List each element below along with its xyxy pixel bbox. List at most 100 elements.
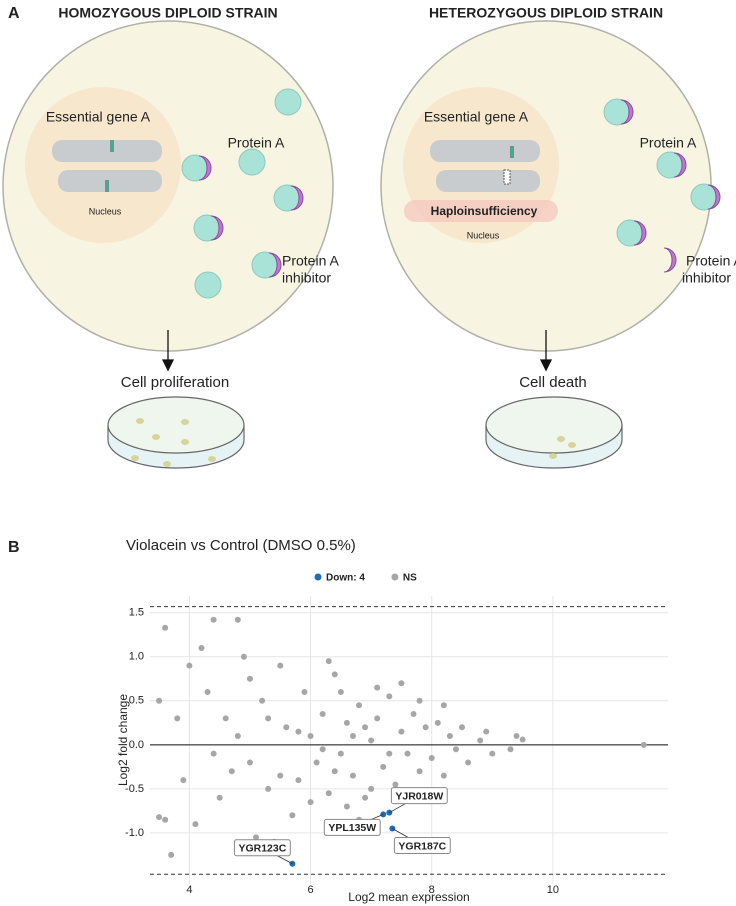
- nucleus: [25, 87, 181, 243]
- data-point: [343, 719, 350, 726]
- label-box: [233, 839, 291, 857]
- y-tick-label: 1.0: [129, 651, 144, 663]
- data-point: [380, 763, 387, 770]
- data-point: [246, 759, 253, 766]
- data-point: [349, 733, 356, 740]
- data-point: [228, 768, 235, 775]
- y-tick-label: 0.5: [129, 695, 144, 707]
- label-box: [323, 818, 381, 836]
- data-point: [307, 799, 314, 806]
- point-label: YGR123C: [238, 843, 286, 855]
- data-point: [162, 624, 169, 631]
- data-point: [416, 768, 423, 775]
- data-point: [295, 728, 302, 735]
- gene-locus: [105, 180, 109, 192]
- inhibitor-label: Protein A: [282, 253, 339, 269]
- point-label: YJR018W: [395, 790, 443, 802]
- data-point: [349, 772, 356, 779]
- data-point: [234, 616, 241, 623]
- inhibitor-label: Protein A: [686, 253, 736, 269]
- data-point: [168, 851, 175, 858]
- x-tick-label: 6: [307, 884, 313, 896]
- panel-label: B: [8, 539, 20, 556]
- data-point: [204, 689, 211, 695]
- data-point: [398, 680, 405, 687]
- data-point: [319, 711, 326, 718]
- chart-title: Violacein vs Control (DMSO 0.5%): [126, 537, 356, 554]
- data-point: [465, 759, 472, 766]
- data-point: [210, 616, 217, 623]
- label-box: [390, 787, 448, 805]
- data-point: [477, 737, 484, 744]
- data-point: [434, 719, 441, 726]
- protein-label: Protein A: [228, 135, 285, 151]
- data-point: [368, 737, 375, 744]
- data-point: [253, 834, 260, 841]
- data-point: [295, 777, 302, 784]
- outcome-label: Cell proliferation: [121, 374, 229, 391]
- data-point: [416, 697, 423, 704]
- data-point: [156, 814, 163, 821]
- panel-label: A: [8, 5, 20, 22]
- haplo-band: [404, 200, 558, 222]
- point-label: YGR187C: [398, 840, 446, 852]
- data-point: [222, 715, 229, 722]
- y-tick-label: 0.0: [129, 739, 144, 751]
- data-point: [392, 781, 399, 788]
- panel-title: HOMOZYGOUS DIPLOID STRAIN: [58, 5, 277, 21]
- x-tick-label: 8: [429, 884, 435, 896]
- data-point: [362, 794, 369, 801]
- data-point: [640, 741, 647, 748]
- data-point: [489, 750, 496, 757]
- x-tick-label: 10: [547, 884, 559, 896]
- data-point: [483, 728, 490, 735]
- nucleus-label: Nucleus: [89, 206, 122, 216]
- data-point: [440, 772, 447, 779]
- data-point: [331, 768, 338, 775]
- data-point: [162, 816, 169, 823]
- inhibitor-label: inhibitor: [282, 270, 331, 286]
- protein: [238, 148, 266, 176]
- haplo-label: Haploinsufficiency: [431, 204, 538, 218]
- data-point: [337, 689, 344, 695]
- inhibitor: [633, 220, 647, 246]
- inhibitor-label: inhibitor: [682, 270, 731, 286]
- inhibitor: [198, 155, 212, 181]
- outcome-label: Cell death: [519, 374, 587, 391]
- data-point: [186, 662, 193, 669]
- data-point: [446, 733, 453, 740]
- data-point: [331, 671, 338, 678]
- petri-dish: [107, 396, 623, 469]
- y-tick-label: -1.0: [125, 827, 144, 839]
- y-tick-label: -0.5: [125, 783, 144, 795]
- x-tick-label: 4: [186, 884, 192, 896]
- data-point: [265, 715, 272, 722]
- data-point: [265, 785, 272, 792]
- inhibitor: [663, 247, 677, 273]
- data-point: [519, 736, 526, 743]
- arrows: [161, 330, 553, 372]
- colonies: [131, 418, 576, 467]
- data-point: [180, 777, 187, 784]
- data-point: [325, 658, 332, 665]
- label-box: [393, 837, 451, 855]
- data-point: [452, 746, 459, 753]
- data-point: [283, 724, 290, 731]
- data-point: [356, 702, 363, 709]
- data-point: [259, 697, 266, 704]
- data-point: [216, 794, 223, 801]
- data-point: [398, 728, 405, 735]
- data-point: [192, 821, 199, 828]
- gene-label: Essential gene A: [424, 109, 529, 125]
- data-point: [386, 693, 393, 700]
- gene-label: Essential gene A: [46, 109, 151, 125]
- data-point: [513, 733, 520, 740]
- data-point: [410, 711, 417, 718]
- data-point: [174, 715, 181, 722]
- data-point: [386, 750, 393, 757]
- protein: [194, 271, 222, 299]
- protein-label: Protein A: [640, 135, 697, 151]
- inhibitor: [620, 99, 634, 125]
- data-point: [277, 772, 284, 779]
